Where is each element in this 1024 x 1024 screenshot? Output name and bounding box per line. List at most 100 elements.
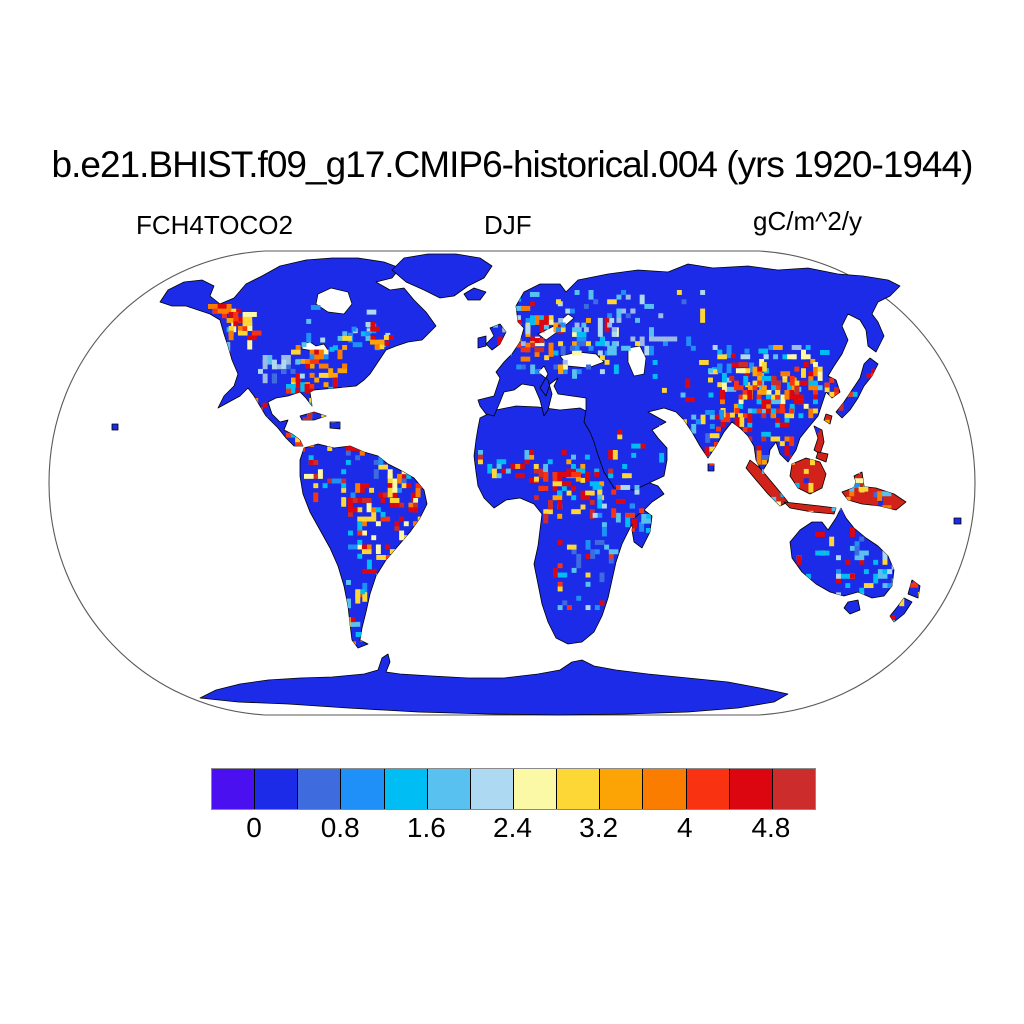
cell-mexico — [253, 435, 259, 441]
cell-us-east — [300, 386, 306, 392]
cell-central-america — [299, 446, 305, 452]
cell-indonesia-specks — [831, 506, 837, 512]
cell-caribbean — [335, 408, 341, 413]
cell-west-siberia — [588, 290, 594, 295]
cell-west-siberia — [588, 345, 594, 351]
cell-indonesia-specks — [845, 496, 851, 502]
cell-southern-africa — [562, 600, 568, 606]
cell-china-se — [771, 380, 777, 386]
cell-indonesia-specks — [878, 510, 884, 516]
cell-canada-scatter — [329, 346, 335, 352]
cell-mexico — [248, 435, 254, 441]
cell-east-africa — [592, 485, 598, 490]
cell-sa-brazil — [399, 535, 405, 541]
cell-middle-east — [631, 443, 637, 449]
cell-sa-north — [373, 446, 379, 451]
cell-australia-east — [845, 573, 851, 579]
cell-china-se — [771, 394, 777, 400]
cell-korea-japan — [833, 401, 839, 407]
cell-mexico — [257, 416, 263, 422]
cell-congo — [580, 495, 586, 501]
cell-sa-south — [366, 568, 372, 574]
cell-europe — [604, 359, 610, 365]
colorbar-cell-12 — [729, 769, 773, 809]
cell-scandinavia — [520, 305, 526, 311]
cell-china-mottle — [782, 354, 788, 360]
cell-sa-brazil — [408, 502, 414, 508]
cell-philippines-specks — [823, 436, 829, 442]
cell-new-guinea-specks — [905, 505, 911, 511]
cell-russia-specks — [730, 362, 736, 368]
cell-quebec — [333, 345, 338, 351]
cell-sa-brazil — [394, 521, 400, 527]
cell-west-coast — [225, 360, 231, 366]
cell-west-siberia — [686, 341, 692, 347]
cell-pacific-nw — [242, 330, 248, 336]
cell-indochina — [789, 436, 795, 442]
cell-indochina — [765, 431, 771, 437]
cell-west-coast — [220, 369, 226, 375]
cell-congo — [585, 490, 591, 496]
cell-mexico — [257, 421, 263, 427]
cell-central-america — [271, 437, 277, 443]
cell-west-siberia — [616, 308, 622, 314]
cell-europe — [558, 364, 564, 370]
cell-canada-scatter — [348, 332, 354, 338]
cell-korea-japan — [838, 382, 844, 388]
cell-indonesia-specks — [789, 496, 795, 502]
cell-west-siberia — [649, 350, 654, 356]
cell-china-mottle — [717, 368, 723, 374]
cell-australia-east — [859, 536, 865, 542]
cell-sa-north — [387, 487, 393, 493]
cell-west-siberia — [700, 313, 706, 319]
cell-mexico — [243, 398, 249, 403]
cell-us-east — [328, 372, 334, 378]
cell-congo — [571, 495, 577, 501]
cell-europe — [581, 331, 587, 337]
cell-korea-japan — [847, 391, 853, 397]
cell-sa-brazil — [357, 553, 363, 559]
cell-sa-north — [397, 450, 402, 456]
cell-sa-north — [397, 478, 402, 484]
cell-india — [668, 414, 673, 420]
cell-china-mottle — [787, 354, 792, 360]
cell-indonesia-specks — [854, 482, 860, 488]
cell-scandinavia — [534, 292, 540, 297]
cell-australia-west-specks — [796, 578, 802, 584]
cell-india — [709, 433, 715, 439]
cell-us-east — [295, 372, 301, 378]
cell-sa-north — [387, 478, 393, 484]
cell-china-se — [789, 380, 795, 386]
cell-west-siberia — [597, 331, 603, 337]
cell-caribbean — [321, 408, 327, 413]
cell-china-se — [789, 403, 795, 409]
colorbar-cell-2 — [298, 769, 342, 809]
cell-sa-north — [369, 487, 375, 493]
cell-new-zealand — [913, 578, 919, 583]
cell-china-se — [799, 394, 804, 400]
cell-indochina — [798, 399, 804, 405]
cell-alaska-se — [226, 304, 232, 309]
cell-southern-africa — [590, 549, 596, 555]
cell-pacific-nw — [228, 330, 234, 336]
cell-indonesia-specks — [878, 473, 884, 479]
cell-pacific-nw — [247, 316, 253, 322]
cell-india-south-tip — [713, 455, 719, 461]
cell-sahel — [622, 463, 628, 469]
cell-west-siberia — [625, 345, 631, 351]
cell-sa-brazil — [399, 549, 405, 555]
cell-sa-brazil — [413, 507, 419, 513]
cell-russia-specks — [749, 362, 755, 368]
cell-india-south-tip — [709, 460, 715, 466]
cell-southern-africa — [553, 567, 558, 573]
cell-indonesia-specks — [827, 482, 832, 488]
cell-china-se — [761, 408, 767, 414]
cell-sahel — [487, 468, 493, 474]
cell-australia-east — [891, 550, 897, 556]
cell-china-se — [761, 375, 767, 381]
cell-sa-brazil — [371, 511, 377, 517]
cell-korea-japan — [885, 363, 891, 369]
cell-australia-west-specks — [829, 541, 835, 547]
cell-china-mottle — [796, 345, 802, 350]
cell-indochina — [756, 394, 762, 400]
